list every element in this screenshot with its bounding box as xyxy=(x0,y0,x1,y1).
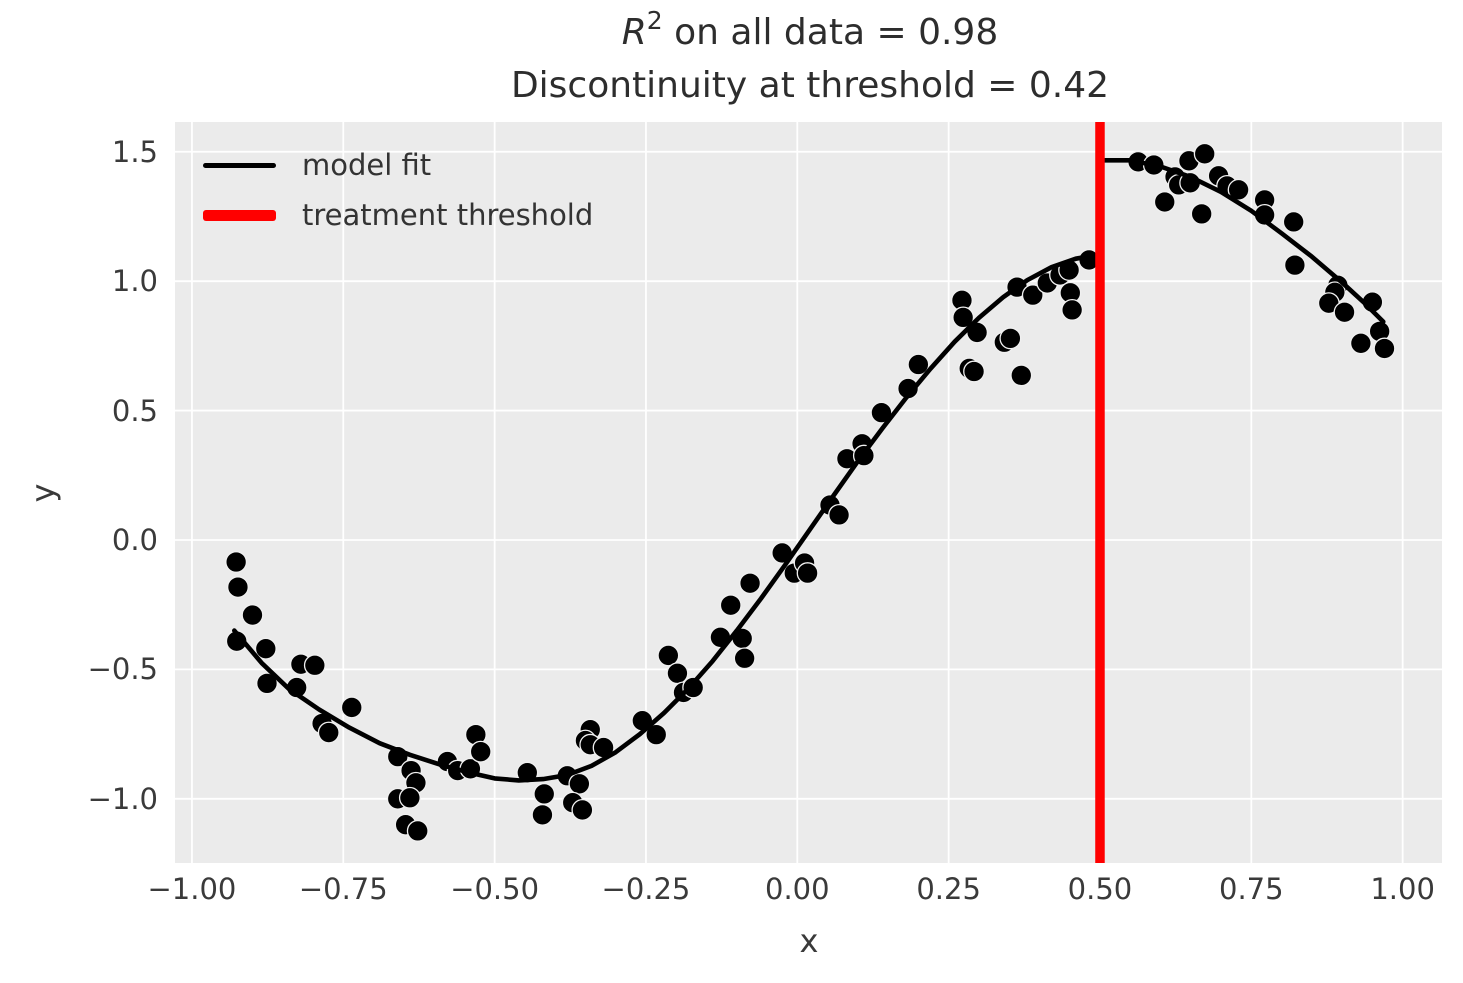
scatter-point xyxy=(1061,298,1084,321)
scatter-point xyxy=(256,672,278,695)
y-tick-label: 1.0 xyxy=(111,264,158,299)
y-tick-label: −1.0 xyxy=(87,781,158,816)
x-tick-label: −0.50 xyxy=(450,872,540,906)
scatter-point xyxy=(999,327,1022,350)
scatter-point xyxy=(645,723,668,746)
x-tick-label: 0.25 xyxy=(916,872,981,906)
y-tick-label: −0.5 xyxy=(87,652,158,687)
chart-title-line1: R2 on all data = 0.98 xyxy=(175,6,1445,59)
scatter-point xyxy=(1349,332,1372,355)
scatter-point xyxy=(340,696,363,719)
scatter-point xyxy=(796,562,819,585)
scatter-point xyxy=(1190,202,1213,225)
scatter-point xyxy=(733,647,756,670)
scatter-point xyxy=(531,803,554,826)
scatter-point xyxy=(533,782,556,805)
scatter-point xyxy=(1021,284,1044,307)
scatter-point xyxy=(469,740,492,763)
legend-item-model-fit: model fit xyxy=(203,140,593,190)
r-squared-exponent: 2 xyxy=(646,6,663,35)
x-tick-label: 0.50 xyxy=(1067,872,1133,906)
legend-label-treatment-threshold: treatment threshold xyxy=(302,198,594,232)
legend: model fit treatment threshold xyxy=(203,140,593,240)
x-tick-label: −0.75 xyxy=(298,872,388,906)
scatter-point xyxy=(1373,337,1396,360)
scatter-point xyxy=(828,503,851,526)
chart-title-line1-text: on all data = 0.98 xyxy=(662,12,999,53)
legend-label-model-fit: model fit xyxy=(302,148,432,182)
scatter-point xyxy=(571,798,594,821)
scatter-point xyxy=(963,360,986,383)
x-tick-label: 1.00 xyxy=(1370,872,1435,906)
y-axis-label: y xyxy=(24,483,62,503)
y-tick-label: 1.5 xyxy=(111,134,158,169)
y-tick-label: 0.0 xyxy=(111,522,158,557)
scatter-point xyxy=(254,637,277,660)
chart-title-line2: Discontinuity at threshold = 0.42 xyxy=(510,65,1110,106)
legend-item-treatment-threshold: treatment threshold xyxy=(203,190,593,240)
scatter-point xyxy=(907,353,930,376)
scatter-point xyxy=(225,551,248,573)
scatter-point xyxy=(952,306,975,329)
x-tick-label: 0.75 xyxy=(1219,872,1284,906)
y-tick-label: 0.5 xyxy=(111,393,158,428)
plot-background xyxy=(175,122,1442,863)
scatter-point xyxy=(657,644,680,667)
scatter-point xyxy=(1333,301,1356,324)
scatter-point xyxy=(303,654,326,677)
scatter-point xyxy=(241,604,264,627)
scatter-point xyxy=(398,786,421,809)
x-axis-label: x xyxy=(799,922,819,960)
scatter-point xyxy=(682,676,705,699)
scatter-point xyxy=(1153,191,1176,213)
scatter-point xyxy=(1227,178,1250,201)
model-fit-curve-left xyxy=(231,252,1103,783)
scatter-point xyxy=(317,721,340,744)
scatter-point xyxy=(666,662,689,685)
treatment-threshold-line-swatch xyxy=(203,209,276,221)
model-fit-curve-right xyxy=(1100,157,1386,325)
scatter-point xyxy=(568,772,591,795)
scatter-point xyxy=(1193,142,1216,165)
scatter-point xyxy=(406,819,429,842)
scatter-point xyxy=(1283,254,1306,277)
x-tick-label: −1.00 xyxy=(147,872,237,906)
r-squared-symbol: R xyxy=(621,12,647,53)
scatter-point xyxy=(719,594,742,617)
plot-area xyxy=(175,122,1442,863)
x-tick-label: −0.25 xyxy=(601,872,691,906)
scatter-point xyxy=(1010,364,1033,387)
chart-title: R2 on all data = 0.98 Discontinuity at t… xyxy=(175,6,1445,112)
scatter-point xyxy=(739,572,762,595)
x-tick-label: 0.00 xyxy=(765,872,830,906)
scatter-point xyxy=(1282,210,1305,233)
model-fit-line-swatch xyxy=(203,162,276,168)
scatter-point xyxy=(227,576,249,599)
